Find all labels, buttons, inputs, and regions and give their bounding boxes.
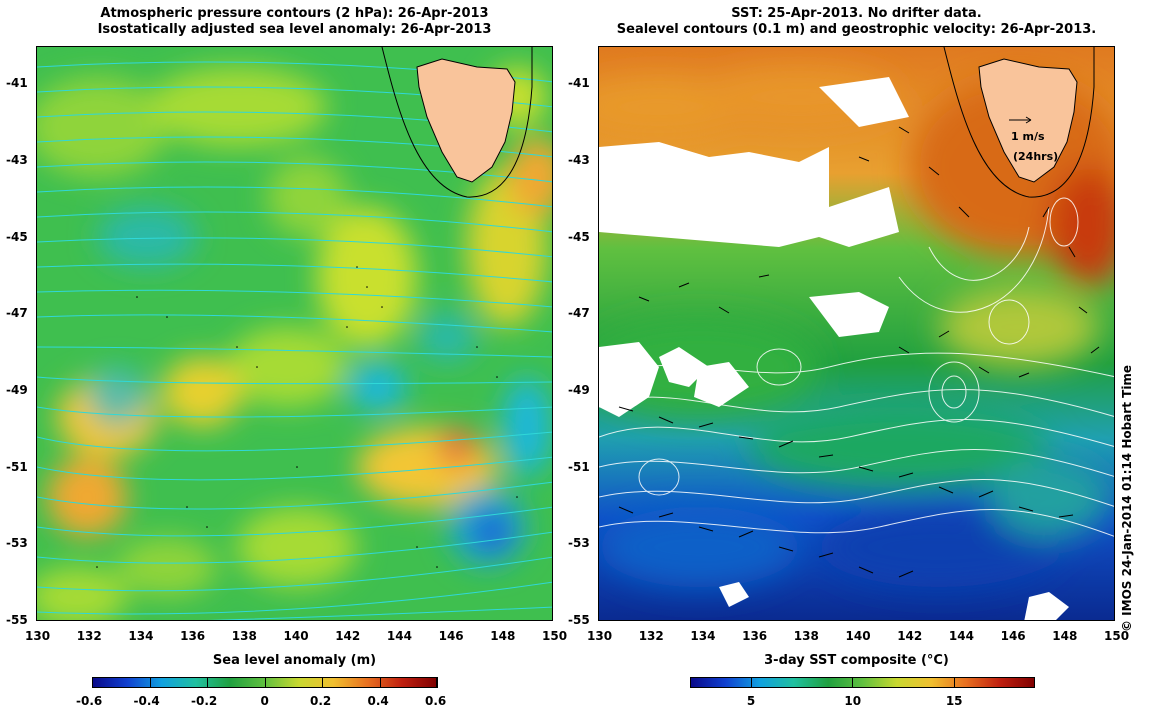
longitude-tick-label: 130 [25, 629, 51, 643]
left-xlabel: Sea level anomaly (m) [212, 653, 377, 668]
colorbar-tick-label: 0.2 [310, 694, 332, 708]
tasmania-landmass-left [416, 58, 516, 183]
longitude-tick-label: 140 [845, 629, 871, 643]
colorbar-tick-label: -0.4 [133, 694, 160, 708]
longitude-tick-label: 138 [231, 629, 257, 643]
colorbar-tick-label: 0 [260, 694, 269, 708]
longitude-tick-label: 148 [1052, 629, 1078, 643]
longitude-tick-label: 134 [128, 629, 154, 643]
velocity-scale: 1 m/s (24hrs) [1009, 116, 1058, 163]
velocity-scale-sublabel: (24hrs) [1013, 150, 1058, 163]
colorbar-tick-mark [92, 677, 93, 688]
latitude-tick-label: -55 [568, 613, 590, 627]
latitude-tick-label: -41 [568, 76, 590, 91]
longitude-tick-label: 140 [283, 629, 309, 643]
longitude-tick-label: 148 [490, 629, 516, 643]
longitude-tick-label: 142 [335, 629, 361, 643]
right-title: SST: 25-Apr-2013. No drifter data. Seale… [598, 6, 1115, 38]
left-title-line1: Atmospheric pressure contours (2 hPa): 2… [100, 6, 489, 21]
latitude-tick-label: -43 [568, 153, 590, 167]
latitude-tick-label: -47 [568, 306, 590, 321]
colorbar-tick-label: -0.2 [191, 694, 218, 708]
right-title-line1: SST: 25-Apr-2013. No drifter data. [731, 6, 982, 21]
latitude-tick-label: -49 [6, 383, 28, 397]
longitude-tick-label: 134 [690, 629, 716, 643]
sst-map: 1 m/s (24hrs) [598, 46, 1115, 621]
colorbar-tick-mark [750, 677, 752, 688]
colorbar-tick-mark [379, 677, 381, 688]
colorbar-tick-mark [207, 677, 208, 688]
latitude-tick-label: -55 [6, 613, 28, 627]
latitude-tick-label: -51 [568, 459, 590, 474]
latitude-tick-label: -45 [568, 229, 590, 244]
latitude-tick-label: -53 [6, 536, 28, 551]
latitude-tick-label: -49 [568, 383, 590, 397]
longitude-tick-label: 150 [542, 629, 568, 643]
longitude-tick-label: 146 [1000, 629, 1026, 643]
colorbar-tick-label: -0.6 [76, 694, 103, 708]
colorbar-tick-label: 0.4 [367, 694, 389, 708]
left-title: Atmospheric pressure contours (2 hPa): 2… [36, 6, 553, 38]
colorbar-tick-mark [322, 677, 323, 688]
left-title-line2: Isostatically adjusted sea level anomaly… [97, 22, 492, 37]
colorbar-tick-mark [264, 677, 266, 688]
longitude-tick-label: 132 [638, 629, 664, 643]
longitude-tick-label: 138 [793, 629, 819, 643]
longitude-tick-label: 144 [948, 629, 974, 643]
continental-shelf-left [381, 47, 533, 198]
latitude-tick-label: -47 [6, 306, 28, 321]
colorbar-tick-mark [149, 677, 151, 688]
colorbar-tick-label: 0.6 [425, 694, 447, 708]
colorbar-tick-label: 5 [746, 694, 756, 708]
sst-field [599, 67, 1114, 587]
latitude-tick-label: -43 [6, 153, 28, 167]
missing-data-mask [599, 77, 1069, 620]
colorbar-tick-label: 15 [945, 694, 963, 708]
longitude-tick-label: 142 [897, 629, 923, 643]
sst-colorbar [690, 677, 1035, 688]
continental-shelf-right [943, 47, 1095, 198]
pressure-contours [37, 61, 552, 620]
longitude-tick-label: 132 [76, 629, 102, 643]
colorbar-tick-mark [953, 677, 955, 688]
imos-credit: © IMOS 24-Jan-2014 01:14 Hobart Time [1120, 364, 1134, 632]
colorbar-tick-mark [437, 677, 438, 688]
latitude-tick-label: -45 [6, 229, 28, 244]
latitude-tick-label: -41 [6, 76, 28, 91]
velocity-scale-label: 1 m/s [1011, 130, 1045, 143]
longitude-tick-label: 136 [180, 629, 206, 643]
longitude-tick-label: 136 [742, 629, 768, 643]
longitude-tick-label: 144 [386, 629, 412, 643]
latitude-tick-label: -53 [568, 536, 590, 551]
right-xlabel: 3-day SST composite (°C) [764, 653, 949, 668]
right-title-line2: Sealevel contours (0.1 m) and geostrophi… [616, 22, 1097, 37]
colorbar-tick-mark [852, 677, 854, 688]
longitude-tick-label: 150 [1104, 629, 1130, 643]
colorbar-tick-label: 10 [844, 694, 862, 708]
sea-level-anomaly-map [36, 46, 553, 621]
longitude-tick-label: 130 [587, 629, 613, 643]
sealevel-contours [599, 197, 1114, 537]
latitude-tick-label: -51 [6, 459, 28, 474]
longitude-tick-label: 146 [438, 629, 464, 643]
geostrophic-velocity-arrows [618, 126, 1100, 578]
